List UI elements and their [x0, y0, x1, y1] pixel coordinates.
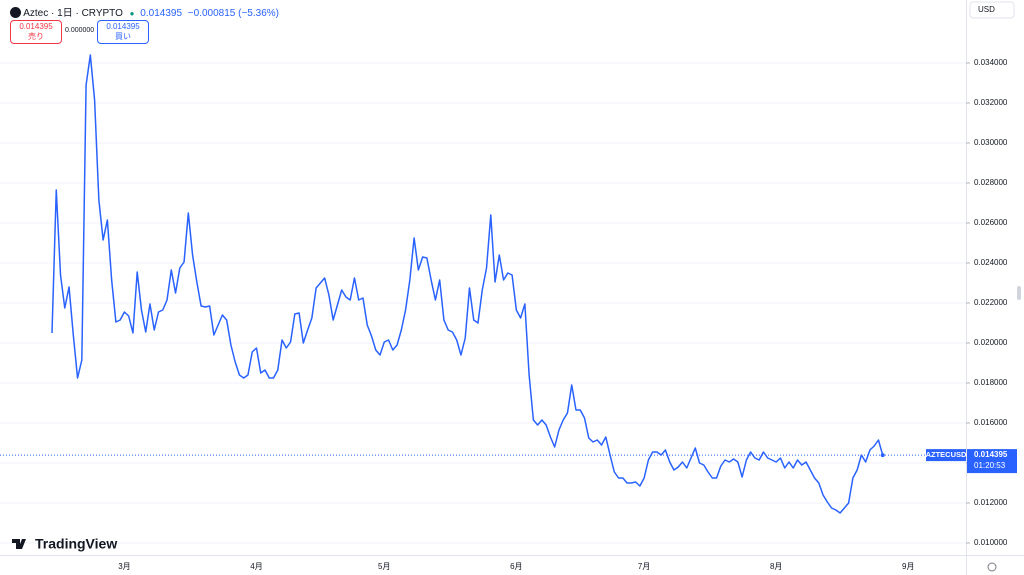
sell-price: 0.014395 [19, 22, 53, 31]
y-tick-label: 0.012000 [974, 498, 1008, 507]
logo: TradingView [12, 536, 117, 552]
price-line [51, 54, 884, 514]
price-tag-value: 0.014395 [974, 450, 1008, 459]
y-tick-label: 0.030000 [974, 138, 1008, 147]
sell-label: 売り [28, 32, 44, 41]
currency[interactable]: USD [978, 5, 995, 14]
y-tick-label: 0.034000 [974, 58, 1008, 67]
symbol-icon [10, 7, 21, 18]
sell-button[interactable]: 0.014395 売り [10, 20, 62, 44]
buy-price: 0.014395 [106, 22, 140, 31]
x-tick-label: 8月 [770, 562, 782, 571]
x-tick-label: 3月 [118, 562, 130, 571]
x-tick-label: 7月 [638, 562, 650, 571]
y-tick-label: 0.020000 [974, 338, 1008, 347]
header-row: Aztec · 1日 · CRYPTO ● 0.014395 −0.000815… [10, 4, 279, 19]
y-tick-label: 0.018000 [974, 378, 1008, 387]
symbol[interactable]: Aztec · 1日 · CRYPTO [23, 8, 123, 19]
y-tick-label: 0.010000 [974, 538, 1008, 547]
ticker-tag [926, 449, 966, 462]
last-point [880, 453, 885, 458]
scroll-handle[interactable] [1017, 286, 1021, 300]
spread: 0.000000 [65, 27, 95, 34]
price-tag [967, 449, 1017, 474]
buy-button[interactable]: 0.014395 買い [97, 20, 149, 44]
change: −0.000815 (−5.36%) [187, 8, 279, 19]
y-tick-label: 0.016000 [974, 418, 1008, 427]
countdown: 01:20:53 [974, 461, 1006, 470]
status-dot: ● [129, 9, 135, 18]
ticker-tag-text: AZTECUSD [926, 450, 967, 459]
buy-label: 買い [115, 32, 131, 41]
x-tick-label: 9月 [902, 562, 914, 571]
logo-mark [12, 539, 26, 549]
x-tick-label: 4月 [250, 562, 262, 571]
y-tick-label: 0.028000 [974, 178, 1008, 187]
currency-box[interactable] [969, 1, 1015, 19]
y-tick-label: 0.024000 [974, 258, 1008, 267]
logo-text: TradingView [35, 536, 117, 552]
y-tick-label: 0.026000 [974, 218, 1008, 227]
y-tick-label: 0.022000 [974, 298, 1008, 307]
x-tick-label: 6月 [510, 562, 522, 571]
x-tick-label: 5月 [378, 562, 390, 571]
settings-icon[interactable] [987, 562, 997, 572]
last-price: 0.014395 [140, 8, 183, 19]
y-tick-label: 0.032000 [974, 98, 1008, 107]
